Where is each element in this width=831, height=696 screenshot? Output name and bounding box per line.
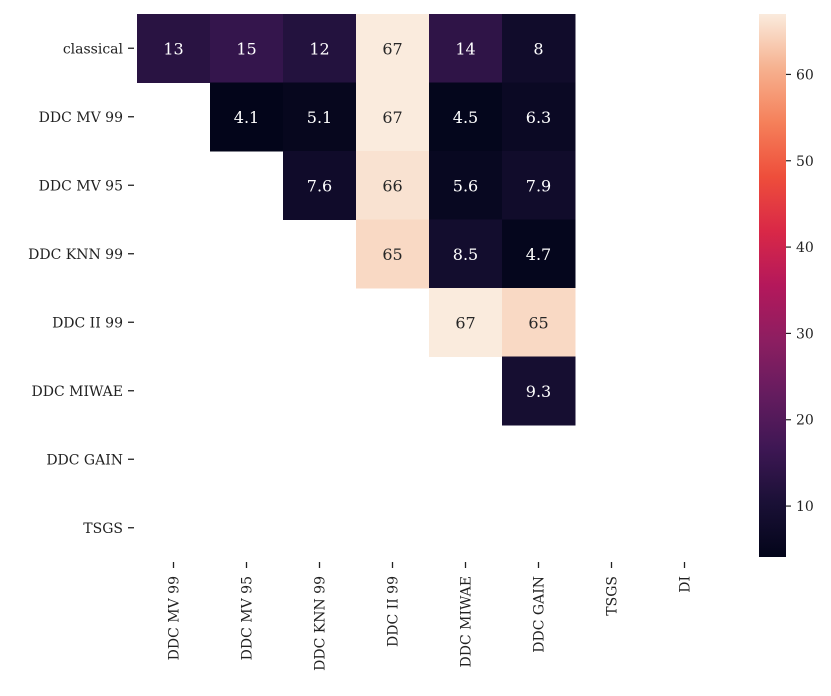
cell-value-label: 67 — [455, 313, 475, 332]
colorbar-tick-label: 50 — [796, 154, 814, 170]
cell-value-label: 6.3 — [526, 108, 551, 127]
colorbar-tick-label: 60 — [796, 67, 814, 83]
cell-value-label: 65 — [528, 313, 548, 332]
cell-value-label: 7.9 — [526, 176, 551, 195]
heatmap-cell — [502, 82, 576, 152]
column-labels: DDC MV 99 DDC MV 95 DDC KNN 99 DDC II 99 DDC… — [167, 562, 694, 671]
heatmap-cell — [356, 82, 430, 152]
heatmap-cell — [502, 151, 576, 220]
cell-value-label: 4.7 — [526, 245, 551, 264]
heatmap-cell — [283, 82, 357, 152]
cell-value-label: 5.6 — [453, 176, 478, 195]
row-label: DDC MV 99 — [39, 110, 123, 126]
heatmap-cell — [283, 151, 357, 220]
cell-value-label: 4.5 — [453, 108, 478, 127]
heatmap-cell — [429, 288, 503, 357]
cell-value-label: 66 — [382, 176, 402, 195]
heatmap-cell — [356, 14, 430, 83]
heatmap-cell — [429, 219, 503, 289]
column-label: DDC GAIN — [532, 576, 548, 653]
column-label: DDC KNN 99 — [313, 576, 329, 671]
column-label: DI — [678, 576, 694, 593]
cell-value-label: 67 — [382, 39, 402, 58]
heatmap-cell — [502, 356, 576, 426]
column-label: DDC II 99 — [386, 576, 402, 647]
cell-value-label: 14 — [455, 39, 475, 58]
row-label: DDC MV 95 — [39, 178, 123, 194]
row-label: classical — [63, 41, 124, 57]
heatmap-cells: 13 15 12 67 14 8 4.1 5.1 67 4.5 6.3 7.6 66 5.6 7.9 65 8.… — [137, 14, 576, 426]
cell-value-label: 8 — [533, 39, 543, 58]
heatmap-cell — [502, 288, 576, 357]
column-label: TSGS — [605, 576, 621, 616]
column-label: DDC MV 99 — [167, 576, 183, 660]
column-label: DDC MV 95 — [240, 576, 256, 660]
row-label: DDC GAIN — [46, 452, 123, 468]
row-label: DDC MIWAE — [32, 384, 124, 400]
heatmap-cell — [283, 14, 357, 83]
heatmap-cell — [502, 219, 576, 289]
heatmap-cell — [137, 14, 211, 83]
cell-value-label: 5.1 — [307, 108, 332, 127]
row-label: DDC KNN 99 — [28, 247, 123, 263]
cell-value-label: 9.3 — [526, 382, 551, 401]
cell-value-label: 8.5 — [453, 245, 478, 264]
colorbar-tick-label: 40 — [796, 240, 814, 256]
cell-value-label: 67 — [382, 108, 402, 127]
colorbar-tick-label: 30 — [796, 326, 814, 342]
colorbar-tick-label: 20 — [796, 413, 814, 429]
colorbar-ticks: 10 20 30 40 50 60 — [786, 67, 814, 515]
cell-value-label: 4.1 — [234, 108, 259, 127]
cell-value-label: 13 — [163, 39, 183, 58]
heatmap-cell — [429, 82, 503, 152]
colorbar-tick-label: 10 — [796, 499, 814, 515]
cell-value-label: 12 — [309, 39, 329, 58]
heatmap-cell — [210, 82, 284, 152]
colorbar-gradient — [759, 14, 786, 557]
heatmap-cell — [429, 151, 503, 220]
colorbar: 10 20 30 40 50 60 — [759, 14, 814, 557]
column-label: DDC MIWAE — [459, 576, 475, 668]
row-label: DDC II 99 — [52, 315, 123, 331]
heatmap-cell — [356, 151, 430, 220]
cell-value-label: 65 — [382, 245, 402, 264]
row-label: TSGS — [83, 521, 123, 537]
cell-value-label: 7.6 — [307, 176, 332, 195]
heatmap-cell — [210, 14, 284, 83]
heatmap-cell — [502, 14, 576, 83]
row-labels: classical DDC MV 99 DDC MV 95 DDC KNN 99 DDC… — [28, 41, 134, 537]
heatmap-cell — [356, 219, 430, 289]
heatmap-cell — [429, 14, 503, 83]
cell-value-label: 15 — [236, 39, 256, 58]
